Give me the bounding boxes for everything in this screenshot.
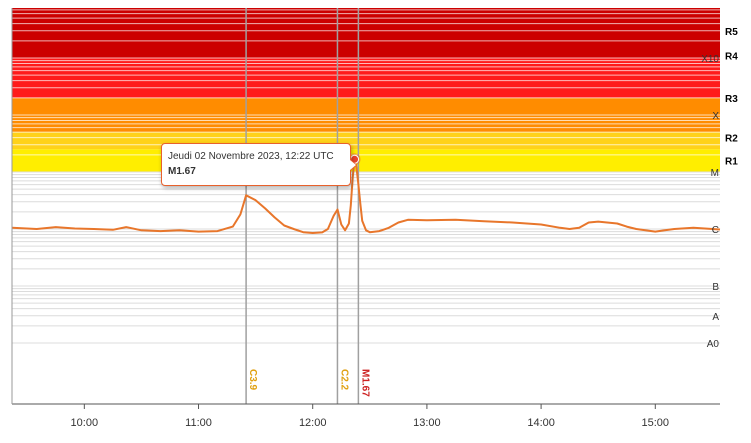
event-label: C3.9	[247, 369, 258, 391]
class-labels: A0 A B C M X X10 R1 R2 R3 R4 R5	[701, 27, 738, 350]
radio-blackout-label: R5	[725, 27, 738, 38]
radio-blackout-label: R2	[725, 134, 738, 145]
flux-class-label: X	[712, 111, 719, 122]
radio-blackout-band	[12, 149, 720, 172]
x-tick-label: 13:00	[413, 417, 441, 429]
radio-blackout-label: R3	[725, 94, 738, 105]
radio-blackout-label: R4	[725, 52, 738, 63]
x-axis: 10:00 11:00 12:00 13:00 14:00 15:00	[11, 8, 720, 429]
flare-event-lines: C3.9 C2.2 M1.67	[245, 8, 370, 404]
data-tooltip: Jeudi 02 Novembre 2023, 12:22 UTC M1.67	[161, 143, 357, 186]
radio-blackout-band	[12, 58, 720, 98]
x-tick-label: 12:00	[299, 417, 327, 429]
x-tick-label: 14:00	[527, 417, 555, 429]
tooltip-date: Jeudi 02 Novembre 2023, 12:22 UTC	[168, 151, 334, 162]
flux-class-label: B	[712, 282, 719, 293]
radio-blackout-band	[12, 8, 720, 58]
radio-blackout-band	[12, 132, 720, 150]
event-label: C2.2	[338, 369, 349, 391]
x-tick-label: 10:00	[71, 417, 99, 429]
flux-class-label: X10	[701, 54, 719, 65]
radio-blackout-label: R1	[725, 156, 738, 167]
flux-class-label: M	[711, 168, 719, 179]
radio-blackout-bands	[12, 8, 720, 172]
tooltip-value: M1.67	[168, 166, 196, 177]
flux-class-label: A0	[707, 339, 720, 350]
flux-class-label: A	[712, 312, 719, 323]
x-tick-label: 11:00	[185, 417, 212, 429]
flux-class-label: C	[712, 225, 719, 236]
x-tick-label: 15:00	[642, 417, 670, 429]
flux-series-line[interactable]	[11, 158, 721, 234]
event-label: M1.67	[359, 369, 370, 397]
